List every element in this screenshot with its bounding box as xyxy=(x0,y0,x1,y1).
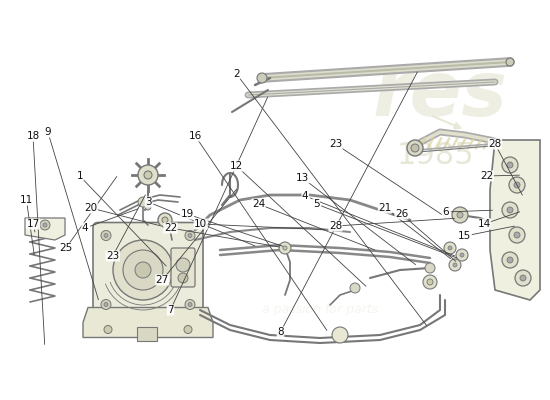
Circle shape xyxy=(514,232,520,238)
Circle shape xyxy=(502,157,518,173)
Circle shape xyxy=(427,279,433,285)
Circle shape xyxy=(448,246,452,250)
Circle shape xyxy=(178,273,188,283)
Circle shape xyxy=(509,227,525,243)
Text: 9: 9 xyxy=(45,127,51,137)
Circle shape xyxy=(145,204,151,210)
Text: 4: 4 xyxy=(302,191,309,201)
Circle shape xyxy=(453,263,457,267)
Text: 5: 5 xyxy=(313,199,320,209)
Text: 2: 2 xyxy=(233,69,240,79)
Circle shape xyxy=(40,220,50,230)
Circle shape xyxy=(185,230,195,240)
Polygon shape xyxy=(490,140,540,300)
Text: 25: 25 xyxy=(59,243,73,253)
Circle shape xyxy=(257,73,267,83)
Circle shape xyxy=(188,302,192,306)
Text: 1985: 1985 xyxy=(396,140,474,170)
Circle shape xyxy=(507,257,513,263)
Circle shape xyxy=(162,217,168,223)
Text: 26: 26 xyxy=(395,209,408,219)
Text: res: res xyxy=(372,58,508,132)
Text: 27: 27 xyxy=(156,275,169,285)
Circle shape xyxy=(506,58,514,66)
Circle shape xyxy=(184,326,192,334)
Circle shape xyxy=(507,162,513,168)
Text: 17: 17 xyxy=(26,219,40,229)
Text: 21: 21 xyxy=(378,203,392,213)
Text: 12: 12 xyxy=(230,161,243,171)
Polygon shape xyxy=(25,218,65,240)
Circle shape xyxy=(123,250,163,290)
Circle shape xyxy=(138,165,158,185)
Circle shape xyxy=(104,302,108,306)
Circle shape xyxy=(138,197,148,207)
Text: 22: 22 xyxy=(480,171,493,181)
FancyBboxPatch shape xyxy=(93,222,203,318)
Text: 1: 1 xyxy=(76,171,83,181)
Text: 8: 8 xyxy=(277,327,284,337)
Circle shape xyxy=(101,230,111,240)
Circle shape xyxy=(350,283,360,293)
Text: 22: 22 xyxy=(164,223,177,233)
Circle shape xyxy=(514,182,520,188)
Polygon shape xyxy=(83,308,213,338)
Text: 28: 28 xyxy=(488,139,502,149)
Text: 23: 23 xyxy=(329,139,342,149)
Circle shape xyxy=(457,212,463,218)
Circle shape xyxy=(423,275,437,289)
Text: 10: 10 xyxy=(194,219,207,229)
Circle shape xyxy=(509,177,525,193)
Text: 24: 24 xyxy=(252,199,265,209)
Circle shape xyxy=(283,246,287,250)
Circle shape xyxy=(411,144,419,152)
Circle shape xyxy=(502,252,518,268)
Circle shape xyxy=(452,207,468,223)
Circle shape xyxy=(101,300,111,310)
Circle shape xyxy=(104,234,108,238)
Text: 28: 28 xyxy=(329,221,342,231)
Circle shape xyxy=(43,223,47,227)
Circle shape xyxy=(188,234,192,238)
Circle shape xyxy=(449,259,461,271)
Text: 15: 15 xyxy=(458,231,471,241)
Circle shape xyxy=(425,263,435,273)
Circle shape xyxy=(158,213,172,227)
Text: 13: 13 xyxy=(296,173,309,183)
Circle shape xyxy=(144,171,152,179)
Circle shape xyxy=(104,326,112,334)
FancyBboxPatch shape xyxy=(171,248,195,287)
Circle shape xyxy=(520,275,526,281)
Text: a passion for parts: a passion for parts xyxy=(262,304,378,316)
Circle shape xyxy=(185,300,195,310)
Text: 20: 20 xyxy=(84,203,97,213)
Text: 23: 23 xyxy=(106,251,119,261)
Text: 6: 6 xyxy=(442,207,449,217)
Circle shape xyxy=(460,253,464,257)
Circle shape xyxy=(507,207,513,213)
Text: 19: 19 xyxy=(180,209,194,219)
Text: 14: 14 xyxy=(477,219,491,229)
Circle shape xyxy=(515,270,531,286)
Text: 4: 4 xyxy=(82,223,89,233)
Text: 18: 18 xyxy=(26,131,40,141)
FancyBboxPatch shape xyxy=(137,326,157,340)
Circle shape xyxy=(279,242,291,254)
Circle shape xyxy=(176,258,190,272)
Circle shape xyxy=(444,242,456,254)
Circle shape xyxy=(407,140,423,156)
Circle shape xyxy=(332,327,348,343)
Circle shape xyxy=(113,240,173,300)
Circle shape xyxy=(502,202,518,218)
Circle shape xyxy=(135,262,151,278)
Circle shape xyxy=(456,249,468,261)
Text: 11: 11 xyxy=(20,195,33,205)
Text: 7: 7 xyxy=(167,305,174,315)
Text: 3: 3 xyxy=(145,197,152,207)
Text: 16: 16 xyxy=(189,131,202,141)
